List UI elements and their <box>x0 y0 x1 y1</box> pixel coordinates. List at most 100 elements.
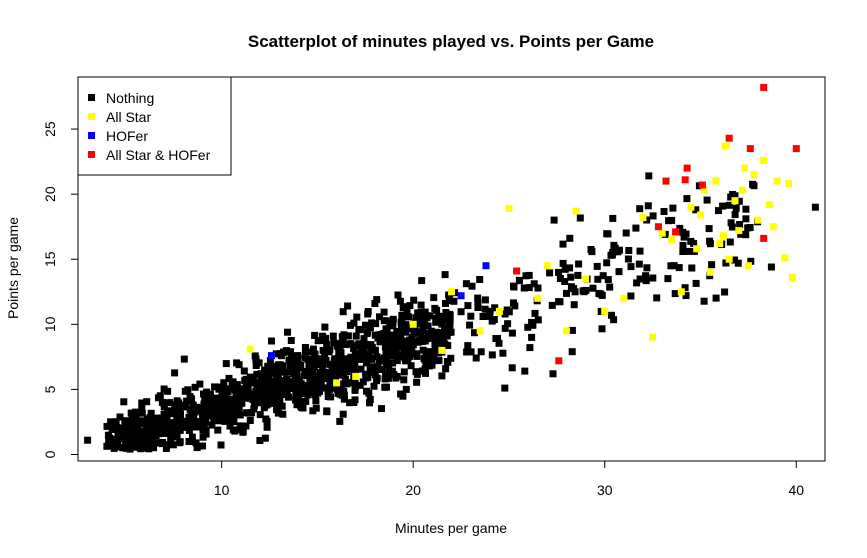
point-nothing <box>333 342 341 350</box>
point-nothing <box>105 435 113 443</box>
point-nothing <box>508 364 516 372</box>
point-nothing <box>412 368 420 376</box>
point-nothing <box>263 423 271 431</box>
point-nothing <box>735 197 743 205</box>
point-nothing <box>442 309 450 316</box>
point-nothing <box>521 367 529 375</box>
point-nothing <box>214 426 222 434</box>
point-nothing <box>443 358 451 365</box>
point-nothing <box>362 352 370 360</box>
point-all-star <box>712 177 720 185</box>
point-nothing <box>315 355 323 363</box>
point-nothing <box>396 336 404 344</box>
point-nothing <box>218 387 226 395</box>
point-nothing <box>312 397 320 405</box>
point-nothing <box>336 371 344 379</box>
point-nothing <box>292 375 300 383</box>
point-nothing <box>212 412 220 420</box>
point-nothing <box>362 370 370 378</box>
point-nothing <box>742 215 750 223</box>
point-nothing <box>589 284 597 292</box>
point-nothing <box>338 391 346 399</box>
legend-swatch <box>88 113 95 120</box>
point-nothing <box>225 408 233 416</box>
point-nothing <box>457 308 465 316</box>
point-nothing <box>440 340 448 348</box>
point-all-star <box>572 207 580 215</box>
point-nothing <box>731 211 739 219</box>
point-nothing <box>675 264 683 272</box>
point-nothing <box>252 387 260 395</box>
point-all-star <box>700 186 708 194</box>
point-nothing <box>160 403 168 411</box>
point-nothing <box>200 415 208 422</box>
point-nothing <box>148 423 156 431</box>
point-nothing <box>747 257 755 265</box>
point-nothing <box>232 388 240 396</box>
point-nothing <box>176 439 184 447</box>
y-axis: 0 5 10 15 20 25 <box>42 121 79 458</box>
point-nothing <box>366 365 374 373</box>
point-nothing <box>467 348 475 356</box>
point-nothing <box>705 225 713 233</box>
point-nothing <box>140 444 148 452</box>
point-all-star <box>620 294 628 302</box>
point-nothing <box>431 304 439 312</box>
point-all-star <box>476 327 484 335</box>
point-nothing <box>511 302 519 310</box>
point-nothing <box>642 277 650 285</box>
point-nothing <box>412 338 420 346</box>
point-nothing <box>462 280 470 288</box>
point-nothing <box>311 331 319 339</box>
x-tick-label: 40 <box>788 482 804 498</box>
point-nothing <box>119 443 126 451</box>
x-tick-label: 30 <box>597 482 613 498</box>
point-nothing <box>516 277 523 285</box>
point-nothing <box>373 377 380 385</box>
point-nothing <box>195 421 203 429</box>
point-nothing <box>376 313 383 321</box>
point-nothing <box>222 360 230 368</box>
point-nothing <box>495 339 503 347</box>
point-nothing <box>428 348 436 356</box>
point-nothing <box>438 372 446 380</box>
point-nothing <box>241 377 249 385</box>
point-nothing <box>416 310 424 317</box>
point-all-star <box>731 197 739 205</box>
point-nothing <box>474 304 482 311</box>
point-nothing <box>176 426 184 434</box>
point-nothing <box>420 320 428 327</box>
point-nothing <box>298 390 306 398</box>
point-nothing <box>272 399 280 407</box>
point-nothing <box>210 417 218 425</box>
point-nothing <box>406 336 414 344</box>
point-nothing <box>158 398 166 406</box>
point-nothing <box>230 411 238 419</box>
point-nothing <box>380 317 388 325</box>
point-nothing <box>140 440 148 448</box>
point-nothing <box>201 418 209 426</box>
point-nothing <box>116 413 124 421</box>
point-nothing <box>182 403 190 411</box>
point-nothing <box>236 426 243 434</box>
point-nothing <box>110 420 117 427</box>
point-nothing <box>364 308 372 315</box>
point-nothing <box>148 435 156 443</box>
point-nothing <box>217 441 225 449</box>
point-nothing <box>402 385 410 393</box>
point-nothing <box>175 419 183 427</box>
point-nothing <box>180 355 188 363</box>
point-nothing <box>361 340 369 348</box>
point-nothing <box>389 315 397 323</box>
point-nothing <box>256 411 264 419</box>
point-nothing <box>443 332 451 340</box>
point-all-star-hofer <box>513 267 521 275</box>
point-nothing <box>317 337 325 344</box>
point-nothing <box>431 336 439 344</box>
point-nothing <box>700 297 708 305</box>
point-nothing <box>727 219 735 227</box>
point-all-star <box>543 262 551 270</box>
point-nothing <box>352 332 360 340</box>
point-nothing <box>246 379 254 387</box>
point-nothing <box>679 241 687 249</box>
